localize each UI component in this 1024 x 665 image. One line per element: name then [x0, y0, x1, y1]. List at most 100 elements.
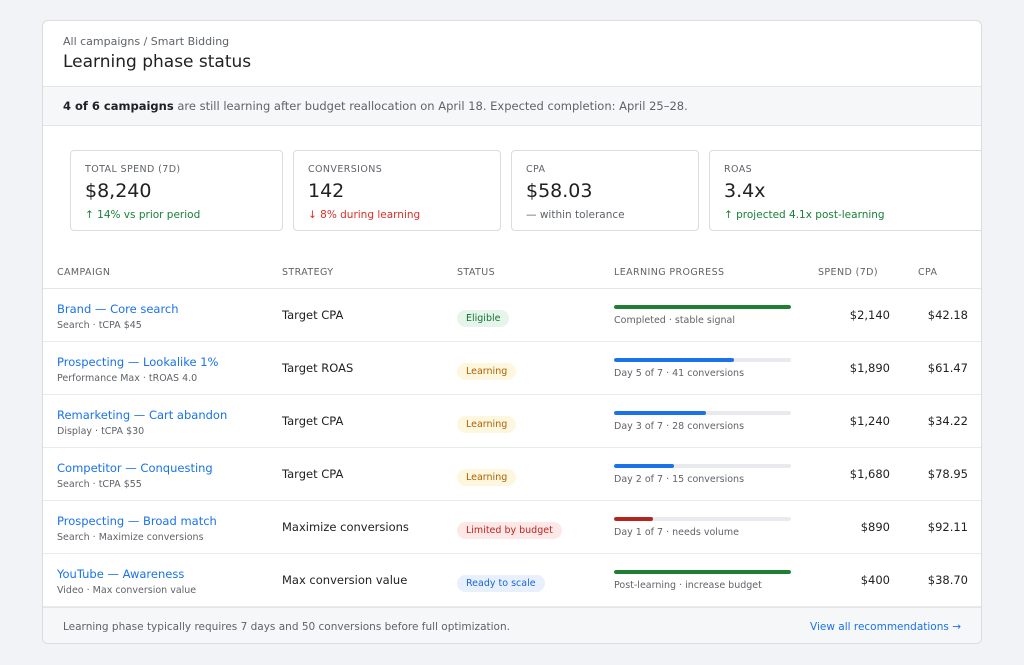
progress-bar [614, 305, 791, 309]
learning-progress-cell: Day 1 of 7 · needs volume [614, 517, 791, 538]
card-footer: Learning phase typically requires 7 days… [43, 607, 981, 643]
campaign-subtitle: Performance Max · tROAS 4.0 [57, 373, 198, 384]
column-header[interactable]: CPA [918, 267, 938, 278]
spend-cell: $400 [860, 573, 890, 587]
status-badge: Learning [457, 363, 517, 380]
status-badge: Learning [457, 469, 517, 486]
strategy-cell: Maximize conversions [282, 520, 409, 534]
progress-bar [614, 358, 791, 362]
kpi-delta: ↓ 8% during learning [308, 209, 421, 221]
campaign-cell: Brand — Core search Search · tCPA $45 [57, 302, 179, 331]
column-header[interactable]: STATUS [457, 267, 496, 278]
strategy-cell: Target ROAS [282, 361, 354, 375]
kpi-delta: ↑ projected 4.1x post-learning [724, 209, 885, 221]
kpi-value: $58.03 [526, 180, 593, 202]
strategy-cell: Target CPA [282, 308, 344, 322]
learning-phase-card: All campaigns / Smart Bidding Learning p… [42, 20, 982, 644]
progress-bar [614, 570, 791, 574]
footer-note: Learning phase typically requires 7 days… [63, 621, 510, 633]
campaign-name-link[interactable]: Competitor — Conquesting [57, 461, 213, 475]
learning-progress-cell: Day 2 of 7 · 15 conversions [614, 464, 791, 485]
progress-text: Completed · stable signal [614, 315, 736, 326]
campaign-name-link[interactable]: YouTube — Awareness [57, 567, 185, 581]
progress-bar-fill [614, 305, 791, 309]
campaign-name-link[interactable]: Prospecting — Broad match [57, 514, 217, 528]
campaign-name-link[interactable]: Prospecting — Lookalike 1% [57, 355, 219, 369]
spend-cell: $1,240 [849, 414, 890, 428]
column-header[interactable]: CAMPAIGN [57, 267, 111, 278]
cpa-cell: $61.47 [927, 361, 968, 375]
strategy-cell: Target CPA [282, 467, 344, 481]
status-cell: Eligible [457, 306, 510, 327]
card-header: All campaigns / Smart Bidding Learning p… [43, 21, 981, 87]
cpa-cell: $34.22 [927, 414, 968, 428]
progress-bar [614, 411, 791, 415]
progress-bar-fill [614, 411, 706, 415]
progress-text: Post-learning · increase budget [614, 580, 762, 591]
kpi-card: CONVERSIONS 142 ↓ 8% during learning [293, 150, 501, 231]
banner-highlight: 4 of 6 campaigns [63, 99, 174, 113]
campaign-subtitle: Search · tCPA $45 [57, 320, 142, 331]
strategy-cell: Target CPA [282, 414, 344, 428]
campaign-cell: Remarketing — Cart abandon Display · tCPA… [57, 408, 227, 437]
campaign-cell: Competitor — Conquesting Search · tCPA $5… [57, 461, 213, 490]
progress-text: Day 2 of 7 · 15 conversions [614, 474, 745, 485]
progress-text: Day 5 of 7 · 41 conversions [614, 368, 745, 379]
learning-progress-cell: Day 5 of 7 · 41 conversions [614, 358, 791, 379]
cpa-cell: $78.95 [927, 467, 968, 481]
kpi-value: $8,240 [85, 180, 152, 202]
kpi-delta: — within tolerance [526, 209, 625, 221]
table-row[interactable]: Remarketing — Cart abandon Display · tCPA… [43, 395, 981, 448]
status-cell: Learning [457, 359, 517, 380]
view-all-recommendations-link[interactable]: View all recommendations → [810, 621, 961, 633]
column-header[interactable]: LEARNING PROGRESS [614, 267, 725, 278]
kpi-label: TOTAL SPEND (7D) [85, 164, 181, 175]
table-row[interactable]: Brand — Core search Search · tCPA $45 Targ… [43, 289, 981, 342]
kpi-card: TOTAL SPEND (7D) $8,240 ↑ 14% vs prior per… [70, 150, 283, 231]
spend-cell: $890 [860, 520, 890, 534]
progress-text: Day 3 of 7 · 28 conversions [614, 421, 745, 432]
learning-progress-cell: Completed · stable signal [614, 305, 791, 326]
campaign-cell: Prospecting — Broad match Search · Maximi… [57, 514, 217, 543]
table-row[interactable]: YouTube — Awareness Video · Max conversio… [43, 554, 981, 607]
progress-bar-fill [614, 570, 791, 574]
breadcrumb[interactable]: All campaigns / Smart Bidding [63, 35, 230, 48]
cpa-cell: $38.70 [927, 573, 968, 587]
spend-cell: $1,890 [849, 361, 890, 375]
campaign-subtitle: Search · Maximize conversions [57, 532, 204, 543]
strategy-cell: Max conversion value [282, 573, 408, 587]
column-header[interactable]: SPEND (7D) [818, 267, 878, 278]
campaign-name-link[interactable]: Remarketing — Cart abandon [57, 408, 228, 422]
status-badge: Limited by budget [457, 522, 562, 539]
progress-bar-fill [614, 358, 734, 362]
campaign-subtitle: Video · Max conversion value [57, 585, 197, 596]
status-cell: Learning [457, 465, 517, 486]
table-row[interactable]: Competitor — Conquesting Search · tCPA $5… [43, 448, 981, 501]
cpa-cell: $42.18 [927, 308, 968, 322]
kpi-card: ROAS 3.4x ↑ projected 4.1x post-learning [709, 150, 981, 231]
progress-bar-fill [614, 517, 653, 521]
spend-cell: $1,680 [849, 467, 890, 481]
progress-bar [614, 517, 791, 521]
kpi-label: ROAS [724, 164, 753, 175]
column-header[interactable]: STRATEGY [282, 267, 334, 278]
status-cell: Learning [457, 412, 517, 433]
learning-progress-cell: Day 3 of 7 · 28 conversions [614, 411, 791, 432]
table-header-divider [43, 288, 981, 289]
page-title: Learning phase status [63, 52, 252, 72]
status-cell: Ready to scale [457, 571, 545, 592]
kpi-value: 142 [308, 180, 345, 202]
table-row[interactable]: Prospecting — Broad match Search · Maximi… [43, 501, 981, 554]
campaign-name-link[interactable]: Brand — Core search [57, 302, 179, 316]
status-badge: Learning [457, 416, 517, 433]
cpa-cell: $92.11 [927, 520, 968, 534]
kpi-card: CPA $58.03 — within tolerance [511, 150, 699, 231]
kpi-value: 3.4x [724, 180, 766, 202]
status-cell: Limited by budget [457, 518, 562, 539]
progress-bar [614, 464, 791, 468]
progress-bar-fill [614, 464, 674, 468]
kpi-delta: ↑ 14% vs prior period [85, 209, 201, 221]
kpi-label: CONVERSIONS [308, 164, 383, 175]
table-row[interactable]: Prospecting — Lookalike 1% Performance Ma… [43, 342, 981, 395]
spend-cell: $2,140 [849, 308, 890, 322]
